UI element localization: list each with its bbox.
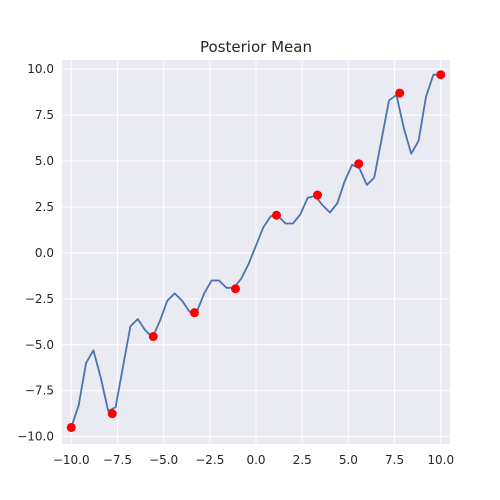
y-tick-label: 5.0 [35, 154, 54, 168]
y-tick-label: 7.5 [35, 108, 54, 122]
x-tick-label: 7.5 [385, 453, 404, 467]
y-tick-label: 0.0 [35, 246, 54, 260]
x-tick-label: 10.0 [427, 453, 454, 467]
observation-point [149, 332, 158, 341]
observation-point [395, 89, 404, 98]
observation-point [231, 284, 240, 293]
y-tick-label: 10.0 [27, 62, 54, 76]
observation-point [190, 308, 199, 317]
x-tick-label: −2.5 [195, 453, 224, 467]
observation-point [436, 70, 445, 79]
observation-point [272, 211, 281, 220]
x-tick-label: −7.5 [103, 453, 132, 467]
y-tick-label: −10.0 [17, 430, 54, 444]
observation-point [108, 409, 117, 418]
y-tick-label: −7.5 [25, 384, 54, 398]
y-tick-label: 2.5 [35, 200, 54, 214]
y-tick-label: −2.5 [25, 292, 54, 306]
x-tick-label: −10.0 [53, 453, 90, 467]
y-tick-label: −5.0 [25, 338, 54, 352]
chart-title: Posterior Mean [200, 38, 312, 56]
x-tick-label: −5.0 [149, 453, 178, 467]
observation-point [354, 159, 363, 168]
observation-point [67, 423, 76, 432]
observation-point [313, 191, 322, 200]
x-tick-label: 2.5 [293, 453, 312, 467]
x-tick-label: 0.0 [246, 453, 265, 467]
x-tick-label: 5.0 [339, 453, 358, 467]
